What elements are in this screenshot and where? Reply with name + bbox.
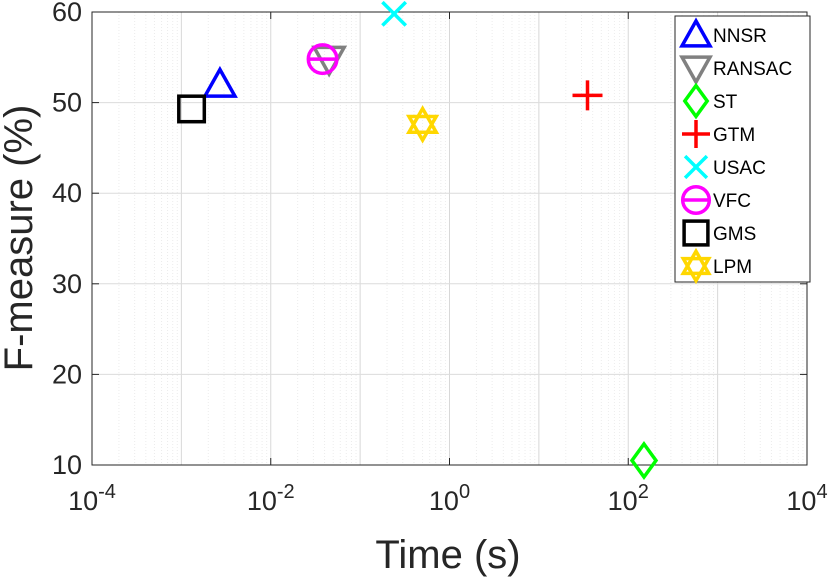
- axis-ticks: 10-4 10-2 100 102 104 10 20 30 40 50 60: [52, 0, 828, 516]
- legend-marker-nnsr: [679, 17, 713, 48]
- x-tick-label: 102: [608, 481, 649, 516]
- legend-item: ST: [682, 82, 738, 120]
- x-tick-label: 104: [786, 481, 827, 516]
- legend-item: NNSR: [679, 17, 767, 48]
- data-point-lpm: [405, 105, 440, 144]
- data-markers: [177, 0, 659, 480]
- data-point-gtm: [572, 80, 603, 111]
- x-axis-title: Time (s): [375, 533, 520, 577]
- data-point-usac: [381, 0, 408, 27]
- x-tick-label: 10-4: [68, 481, 116, 516]
- legend-item: RANSAC: [679, 55, 792, 86]
- data-point-st: [629, 440, 659, 480]
- data-point-gms: [177, 94, 207, 124]
- legend-item: GTM: [682, 120, 755, 148]
- legend-label: GMS: [713, 224, 756, 245]
- legend-marker-gtm: [682, 120, 710, 148]
- y-tick-label: 30: [52, 269, 82, 299]
- data-point-nnsr: [201, 65, 238, 98]
- legend-box: [674, 15, 811, 283]
- legend: NNSR RANSAC ST GTM USAC VFC GMS LPM: [674, 15, 811, 285]
- y-tick-label: 60: [52, 0, 82, 27]
- data-point-vfc: [306, 43, 339, 76]
- legend-item: USAC: [683, 154, 766, 180]
- legend-marker-gms: [682, 219, 710, 247]
- y-tick-label: 20: [52, 359, 82, 389]
- y-tick-label: 10: [52, 450, 82, 480]
- x-tick-label: 10-2: [247, 481, 295, 516]
- legend-label: USAC: [713, 158, 766, 179]
- legend-label: NNSR: [713, 26, 767, 47]
- x-tick-label: 100: [429, 481, 470, 516]
- y-axis-title: F-measure (%): [0, 105, 41, 372]
- legend-item: VFC: [680, 184, 751, 216]
- legend-marker-ransac: [679, 55, 713, 86]
- legend-label: RANSAC: [713, 59, 792, 80]
- legend-marker-vfc: [680, 184, 712, 216]
- legend-marker-st: [682, 82, 710, 120]
- y-tick-label: 50: [52, 88, 82, 118]
- legend-label: ST: [713, 92, 738, 113]
- legend-marker-usac: [683, 154, 709, 180]
- legend-marker-lpm: [680, 247, 712, 285]
- legend-label: VFC: [713, 191, 751, 212]
- legend-item: GMS: [682, 219, 756, 247]
- legend-item: LPM: [680, 247, 752, 285]
- legend-label: LPM: [713, 257, 752, 278]
- legend-label: GTM: [713, 125, 755, 146]
- y-tick-label: 40: [52, 178, 82, 208]
